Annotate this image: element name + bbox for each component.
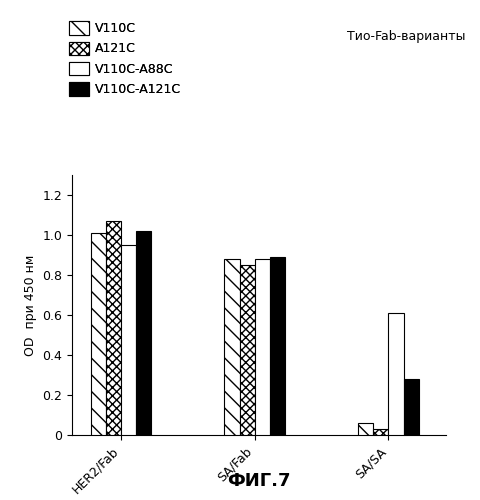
Bar — [91, 233, 106, 435]
Legend: V110C, A121C, V110C-A88C, V110C-A121C: V110C, A121C, V110C-A88C, V110C-A121C — [69, 21, 181, 96]
Bar — [225, 259, 240, 435]
Bar — [106, 221, 121, 435]
Text: ФИГ.7: ФИГ.7 — [228, 472, 291, 490]
Bar — [121, 245, 136, 435]
Y-axis label: OD  при 450 нм: OD при 450 нм — [24, 254, 37, 356]
Bar — [240, 265, 255, 435]
Text: Тио-Fab-варианты: Тио-Fab-варианты — [347, 30, 466, 43]
Bar — [270, 257, 285, 435]
Bar — [358, 423, 373, 435]
Bar — [136, 231, 151, 435]
Bar — [404, 379, 419, 435]
Bar — [255, 259, 270, 435]
Bar — [388, 313, 404, 435]
Bar — [373, 429, 388, 435]
